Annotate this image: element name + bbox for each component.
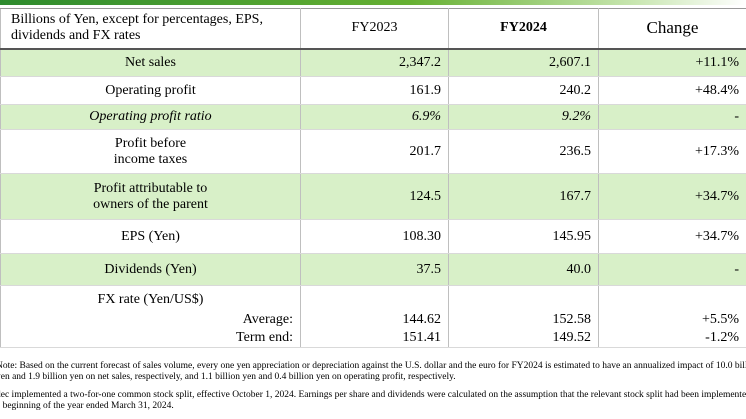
row-label: Operating profit	[0, 76, 301, 105]
row-label: Net sales	[0, 48, 301, 77]
row-label: Profit attributable to owners of the par…	[0, 173, 301, 220]
cell-fy2023: 201.7	[300, 129, 449, 174]
footnote-line: yen and 1.9 billion yen on net sales, re…	[0, 372, 456, 382]
row-label: Dividends (Yen)	[0, 253, 301, 286]
top-accent-bar	[0, 0, 746, 5]
cell-fy2024: 2,607.1	[448, 48, 599, 77]
row-label: Profit before income taxes	[0, 129, 301, 174]
header-fy2023: FY2023	[300, 8, 449, 50]
header-caption-line1: Billions of Yen, except for percentages,…	[11, 12, 263, 28]
fx-average-fy2023: 144.62	[402, 311, 442, 327]
footnote-line: e beginning of the year ended March 31, …	[0, 401, 174, 411]
header-fy2024: FY2024	[448, 8, 599, 50]
cell-fy2023: 2,347.2	[300, 48, 449, 77]
footnote-stock-split: dec implemented a two-for-one common sto…	[0, 390, 746, 412]
cell-change: +34.7%	[598, 219, 746, 254]
cell-fy2024: 167.7	[448, 173, 599, 220]
financial-summary-table: Billions of Yen, except for percentages,…	[0, 8, 746, 348]
fx-termend-fy2023: 151.41	[402, 329, 442, 345]
header-change: Change	[598, 8, 746, 50]
cell-fy2024: 9.2%	[448, 104, 599, 130]
fx-termend-change: -1.2%	[705, 329, 739, 345]
row-label-line2: owners of the parent	[93, 196, 208, 212]
header-caption: Billions of Yen, except for percentages,…	[0, 8, 301, 50]
cell-change: +34.7%	[598, 173, 746, 220]
fx-average-change: +5.5%	[701, 311, 739, 327]
header-caption-line2: dividends and FX rates	[11, 28, 141, 44]
fx-average-fy2024: 152.58	[552, 311, 592, 327]
footnotes: Note: Based on the current forecast of s…	[0, 361, 746, 412]
cell-change: -	[598, 253, 746, 286]
footnote-line: Note: Based on the current forecast of s…	[0, 361, 746, 371]
cell-change: +48.4%	[598, 76, 746, 105]
footnote-fx-sensitivity: Note: Based on the current forecast of s…	[0, 361, 746, 383]
table-header-row: Billions of Yen, except for percentages,…	[0, 8, 746, 50]
fx-title: FX rate (Yen/US$)	[97, 291, 204, 307]
table-row-fx-rate: FX rate (Yen/US$) Average: Term end: 144…	[0, 285, 746, 348]
cell-change: -	[598, 104, 746, 130]
footnote-line: dec implemented a two-for-one common sto…	[0, 390, 746, 400]
cell-change: +11.1%	[598, 48, 746, 77]
fx-label-cell: FX rate (Yen/US$) Average: Term end:	[0, 285, 301, 348]
table-row-operating-profit-ratio: Operating profit ratio 6.9% 9.2% -	[0, 104, 746, 130]
fx-fy2024-cell: 152.58 149.52	[448, 285, 599, 348]
row-label-line2: income taxes	[113, 151, 188, 167]
cell-change: +17.3%	[598, 129, 746, 174]
cell-fy2024: 236.5	[448, 129, 599, 174]
fx-termend-fy2024: 149.52	[552, 329, 592, 345]
row-label-line1: Profit attributable to	[93, 180, 208, 196]
table-row-profit-attributable: Profit attributable to owners of the par…	[0, 173, 746, 220]
fx-change-cell: +5.5% -1.2%	[598, 285, 746, 348]
cell-fy2023: 124.5	[300, 173, 449, 220]
cell-fy2024: 145.95	[448, 219, 599, 254]
cell-fy2023: 6.9%	[300, 104, 449, 130]
table-row-operating-profit: Operating profit 161.9 240.2 +48.4%	[0, 76, 746, 105]
fx-termend-label: Term end:	[236, 329, 293, 345]
cell-fy2023: 37.5	[300, 253, 449, 286]
fx-average-label: Average:	[242, 311, 293, 327]
table-row-eps: EPS (Yen) 108.30 145.95 +34.7%	[0, 219, 746, 254]
fx-fy2023-cell: 144.62 151.41	[300, 285, 449, 348]
cell-fy2024: 40.0	[448, 253, 599, 286]
row-label: Operating profit ratio	[0, 104, 301, 130]
row-label: EPS (Yen)	[0, 219, 301, 254]
cell-fy2024: 240.2	[448, 76, 599, 105]
row-label-line1: Profit before	[114, 135, 187, 151]
table-row-dividends: Dividends (Yen) 37.5 40.0 -	[0, 253, 746, 286]
cell-fy2023: 108.30	[300, 219, 449, 254]
table-row-net-sales: Net sales 2,347.2 2,607.1 +11.1%	[0, 48, 746, 77]
table-row-profit-before-taxes: Profit before income taxes 201.7 236.5 +…	[0, 129, 746, 174]
cell-fy2023: 161.9	[300, 76, 449, 105]
